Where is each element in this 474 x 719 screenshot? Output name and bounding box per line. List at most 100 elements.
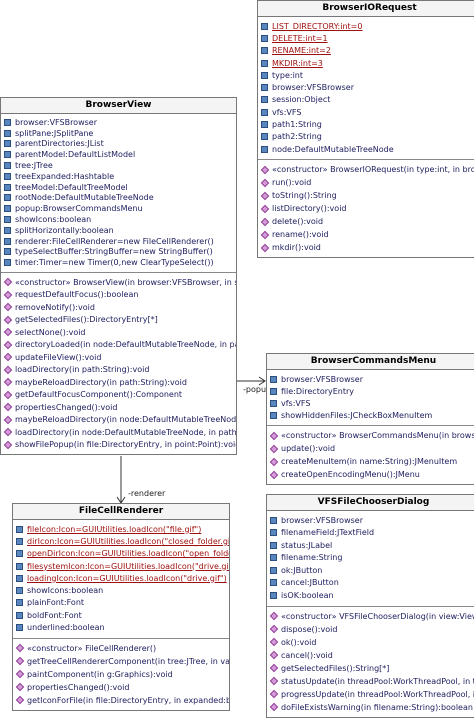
operation-text: «constructor» FileCellRenderer() xyxy=(27,643,157,653)
operation: updateFileView():void xyxy=(3,351,101,364)
attribute-text: LIST_DIRECTORY:int=0 xyxy=(272,21,363,31)
operation-icon xyxy=(260,191,270,201)
attribute-text: path1:String xyxy=(272,120,322,130)
operation-icon xyxy=(269,689,279,699)
operation: ok():void xyxy=(269,636,316,649)
operation: getSelectedFiles():DirectoryEntry[*] xyxy=(3,314,158,327)
class-box: BrowserView browser:VFSBrowser splitPane:J… xyxy=(0,97,237,456)
operation-text: paintComponent(in g:Graphics):void xyxy=(27,669,173,679)
operation-text: maybeReloadDirectory(in path:String):voi… xyxy=(15,377,187,387)
attribute: parentDirectories:JList xyxy=(4,139,104,150)
attribute: vfs:VFS xyxy=(261,106,301,118)
operation-icon xyxy=(269,431,279,440)
attribute-icon xyxy=(261,34,268,42)
attribute-icon xyxy=(261,145,268,153)
class-name: BrowserIORequest xyxy=(258,1,474,17)
operation: delete():void xyxy=(260,215,323,228)
operation: removeNotify():void xyxy=(3,301,95,314)
attribute-text: cancel:JButton xyxy=(281,578,339,588)
operation-icon xyxy=(3,390,13,400)
operation: listDirectory():void xyxy=(260,202,347,215)
attribute: popup:BrowserCommandsMenu xyxy=(4,203,143,214)
attribute-text: MKDIR:int=3 xyxy=(272,58,323,68)
operation-icon xyxy=(269,702,279,712)
operation-icon xyxy=(269,457,279,466)
operation: dispose():void xyxy=(269,623,337,636)
attribute-icon xyxy=(4,194,11,202)
attribute-text: browser:VFSBrowser xyxy=(272,83,354,93)
attribute: splitHorizontally:boolean xyxy=(4,225,114,236)
attribute: LIST_DIRECTORY:int=0 xyxy=(261,20,362,32)
class-name: BrowserView xyxy=(1,98,236,114)
operation: createMenuItem(in name:String):JMenuItem xyxy=(269,455,457,468)
operation-text: getDefaultFocusComponent():Component xyxy=(15,390,183,400)
operation: createOpenEncodingMenu():JMenu xyxy=(269,468,420,481)
operation-text: update():void xyxy=(281,444,336,453)
attribute-text: showIcons:boolean xyxy=(15,215,92,225)
attribute-text: RENAME:int=2 xyxy=(272,46,331,56)
operation-icon xyxy=(3,340,13,350)
attribute: path2:String xyxy=(261,131,322,143)
attribute-text: typeSelectBuffer:StringBuffer=new String… xyxy=(15,247,213,257)
attribute: MKDIR:int=3 xyxy=(261,57,323,69)
attribute: showIcons:boolean xyxy=(4,214,91,225)
operation-text: propertiesChanged():void xyxy=(27,682,130,692)
attribute-text: filename:String xyxy=(281,553,343,563)
attribute-text: isOK:boolean xyxy=(281,590,334,600)
attribute: openDirIcon:Icon=GUIUtilities.loadIcon("… xyxy=(16,548,229,560)
operation-icon xyxy=(3,303,13,312)
operation: cancel():void xyxy=(269,649,333,662)
operation-text: «constructor» VFSFileChooserDialog(in vi… xyxy=(281,611,474,621)
operation-icon xyxy=(3,428,13,437)
attribute-icon xyxy=(16,550,23,558)
attribute-text: timer:Timer=new Timer(0,new ClearTypeSel… xyxy=(15,258,214,268)
operation-icon xyxy=(3,403,13,412)
attribute-icon xyxy=(4,129,11,137)
attribute: file:DirectoryEntry xyxy=(270,385,354,397)
attribute: plainFont:Font xyxy=(16,597,84,609)
operation-icon xyxy=(3,328,13,337)
operation-icon xyxy=(3,290,13,300)
operation: getDefaultFocusComponent():Component xyxy=(3,389,183,402)
operation-text: selectNone():void xyxy=(15,327,86,337)
attribute-icon xyxy=(4,248,11,256)
operation: mkdir():void xyxy=(260,241,321,254)
attribute-icon xyxy=(270,375,277,383)
operation-text: removeNotify():void xyxy=(15,302,95,312)
attribute-icon xyxy=(270,387,277,395)
attribute: showHiddenFiles:JCheckBoxMenuItem xyxy=(270,409,432,421)
operation-icon xyxy=(260,230,270,240)
attribute-icon xyxy=(270,516,277,524)
attribute-text: vfs:VFS xyxy=(281,398,311,408)
operation: getIconForFile(in file:DirectoryEntry, i… xyxy=(15,694,229,707)
attribute-text: plainFont:Font xyxy=(27,598,85,608)
attribute: browser:VFSBrowser xyxy=(270,373,363,385)
operation-text: run():void xyxy=(272,178,312,188)
attribute-text: filenameField:JTextField xyxy=(281,528,375,538)
attribute-text: DELETE:int=1 xyxy=(272,33,328,43)
operation-icon xyxy=(15,669,25,679)
operation-text: listDirectory():void xyxy=(272,204,347,214)
operation-icon xyxy=(260,178,270,188)
operation: statusUpdate(in threadPool:WorkThreadPoo… xyxy=(269,675,474,688)
attribute-icon xyxy=(16,611,23,619)
operation-text: toString():String xyxy=(272,191,337,201)
attribute: ok:JButton xyxy=(270,564,322,577)
operation: «constructor» FileCellRenderer() xyxy=(15,642,157,655)
separator xyxy=(13,637,229,639)
attribute-icon xyxy=(261,47,268,55)
operation: directoryLoaded(in node:DefaultMutableTr… xyxy=(3,339,236,352)
operation-icon xyxy=(3,440,13,450)
attribute: browser:VFSBrowser xyxy=(270,514,363,527)
attribute-icon xyxy=(4,183,11,191)
operation: run():void xyxy=(260,176,312,189)
attribute-icon xyxy=(16,525,23,533)
attribute-text: popup:BrowserCommandsMenu xyxy=(15,204,143,214)
operation-text: getSelectedFiles():DirectoryEntry[*] xyxy=(15,315,158,325)
attribute-text: splitPane:JSplitPane xyxy=(15,128,94,138)
attribute-icon xyxy=(4,226,11,234)
attribute: splitPane:JSplitPane xyxy=(4,128,93,139)
operation: «constructor» VFSFileChooserDialog(in vi… xyxy=(269,610,474,623)
attribute: boldFont:Font xyxy=(16,609,82,621)
attribute-icon xyxy=(261,133,268,141)
